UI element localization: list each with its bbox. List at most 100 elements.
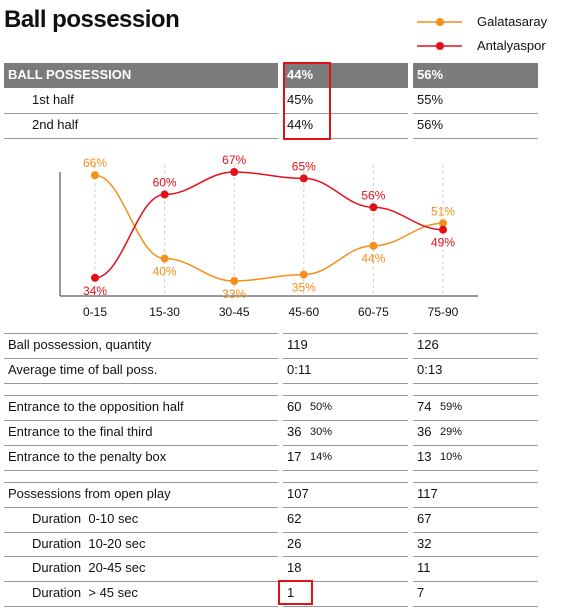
stat-percent: 50% (310, 401, 333, 413)
page-title: Ball possession (4, 6, 180, 33)
stat-label: Average time of ball poss. (8, 362, 158, 377)
stat-label: Possessions from open play (8, 486, 171, 501)
x-tick-label: 75-90 (428, 305, 459, 319)
row-divider (283, 532, 408, 533)
row-divider (4, 113, 278, 114)
data-point (439, 225, 447, 234)
row-divider (283, 383, 408, 384)
row-divider (413, 383, 538, 384)
row-divider (283, 445, 408, 446)
data-label: 56% (361, 188, 385, 202)
stat-value: 0:11 (287, 362, 312, 377)
stat-label: Entrance to the penalty box (8, 449, 167, 464)
legend-label: Antalyaspor (477, 38, 546, 53)
row-divider (4, 420, 278, 421)
data-label: 34% (83, 284, 107, 298)
row-divider (413, 482, 538, 483)
row-divider (4, 358, 278, 359)
data-label: 67% (222, 153, 246, 167)
stat-value: 11 (417, 560, 431, 576)
row-divider (4, 470, 278, 471)
data-point (439, 219, 447, 228)
x-tick-label: 30-45 (219, 305, 250, 319)
row-divider (4, 581, 278, 582)
row-divider (283, 333, 408, 334)
row-divider (283, 113, 408, 114)
stat-value: 32 (417, 535, 432, 551)
row-divider (4, 532, 278, 533)
row-divider (413, 113, 538, 114)
summary-cell: 45% (287, 92, 314, 107)
header-cell: 56% (417, 67, 444, 82)
header-bg (283, 63, 408, 88)
legend-label: Galatasaray (477, 14, 548, 29)
stat-percent: 59% (440, 401, 463, 413)
header-cell: 44% (287, 67, 314, 82)
data-label: 49% (431, 236, 455, 250)
stat-value: 26 (287, 535, 302, 551)
x-tick-label: 60-75 (358, 305, 389, 319)
stat-label: Ball possession, quantity (8, 337, 152, 352)
stat-value: 1 (287, 585, 295, 601)
row-divider (413, 333, 538, 334)
stat-value: 18 (287, 560, 302, 576)
summary-cell: 44% (287, 117, 314, 132)
x-tick-label: 45-60 (288, 305, 319, 319)
stat-value: 60 (287, 399, 302, 414)
stat-value: 126 (417, 337, 439, 352)
stat-label: Duration 10-20 sec (32, 535, 146, 551)
header-cell: BALL POSSESSION (8, 67, 132, 82)
row-divider (413, 445, 538, 446)
data-point (160, 254, 169, 263)
summary-cell: 1st half (32, 92, 74, 107)
x-tick-label: 0-15 (83, 305, 107, 319)
data-label: 51% (431, 204, 455, 218)
stat-value: 107 (287, 486, 309, 501)
data-point (299, 270, 308, 279)
header-bg (413, 63, 538, 88)
stat-label: Duration 20-45 sec (32, 560, 146, 576)
stat-percent: 14% (310, 451, 333, 463)
stat-value: 117 (417, 486, 438, 501)
data-point (369, 241, 378, 250)
row-divider (4, 138, 278, 139)
row-divider (283, 470, 408, 471)
row-divider (413, 507, 538, 508)
row-divider (4, 606, 278, 607)
stat-label: Entrance to the final third (8, 424, 153, 439)
stat-percent: 29% (440, 426, 463, 438)
stat-value: 74 (417, 399, 432, 414)
data-label: 40% (153, 265, 177, 279)
summary-cell: 2nd half (32, 117, 79, 132)
row-divider (4, 482, 278, 483)
stat-label: Entrance to the opposition half (8, 399, 184, 414)
legend-marker (436, 18, 444, 26)
row-divider (283, 482, 408, 483)
data-point (91, 273, 99, 282)
row-divider (4, 445, 278, 446)
highlight-box (278, 580, 313, 605)
row-divider (4, 556, 278, 557)
data-label: 35% (292, 281, 316, 295)
series-line (94, 174, 444, 282)
stat-value: 62 (287, 510, 302, 526)
series-line (94, 171, 444, 279)
stat-percent: 30% (310, 426, 333, 438)
data-point (91, 171, 99, 180)
data-label: 65% (292, 159, 316, 173)
row-divider (4, 383, 278, 384)
stat-value: 7 (417, 585, 425, 601)
row-divider (283, 556, 408, 557)
data-label: 60% (153, 175, 177, 189)
data-point (369, 203, 378, 212)
row-divider (413, 556, 538, 557)
stat-value: 119 (287, 337, 308, 352)
row-divider (283, 420, 408, 421)
stat-value: 0:13 (417, 362, 443, 377)
data-point (230, 277, 239, 285)
row-divider (283, 358, 408, 359)
stat-label: Duration > 45 sec (32, 585, 138, 601)
row-divider (283, 507, 408, 508)
